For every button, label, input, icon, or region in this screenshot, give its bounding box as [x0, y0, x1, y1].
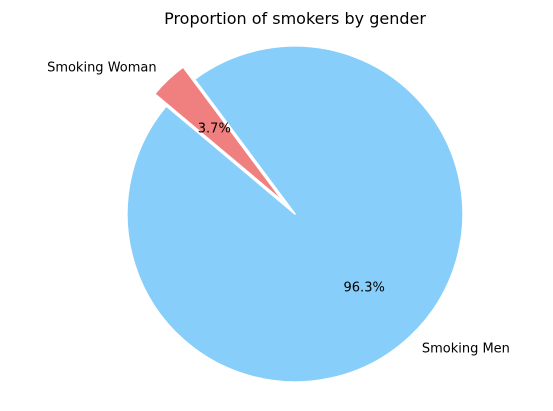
labels-layer: Smoking Men 96.3% Smoking Woman 3.7%	[47, 60, 510, 356]
pct-label-smoking-men: 96.3%	[344, 280, 385, 295]
slice-label-smoking-woman: Smoking Woman	[47, 60, 157, 75]
slice-label-smoking-men: Smoking Men	[422, 341, 510, 356]
pie-slice-smoking-men	[126, 45, 464, 383]
pie-slice-smoking-woman	[154, 66, 285, 203]
slices-layer	[126, 45, 464, 383]
pct-label-smoking-woman: 3.7%	[198, 121, 231, 136]
chart-title: Proportion of smokers by gender	[164, 9, 426, 28]
